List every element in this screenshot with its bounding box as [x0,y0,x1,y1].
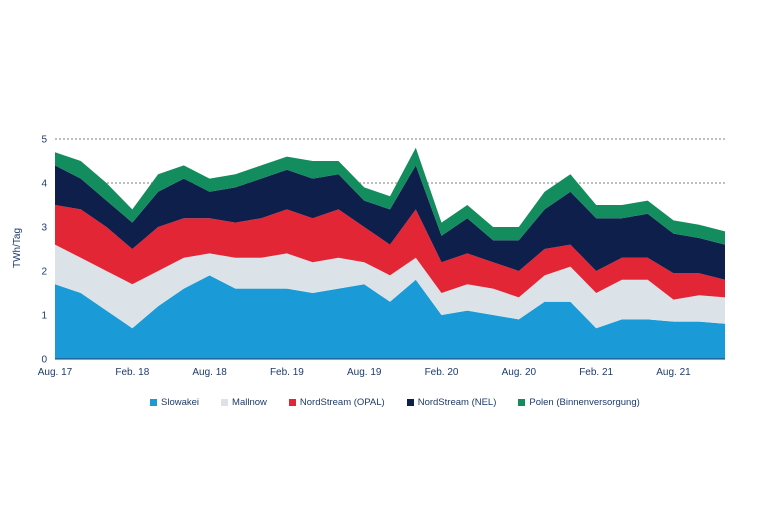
y-axis-label: TWh/Tag [12,228,23,268]
legend-label: Mallnow [232,397,267,408]
x-tick-label: Feb. 18 [115,367,149,378]
legend-label: Slowakei [161,397,200,408]
y-tick-labels: 0 1 2 3 4 5 [41,135,47,366]
y-tick-label: 2 [41,267,47,278]
legend-label: Polen (Binnenversorgung) [529,397,640,408]
legend-item: Slowakei [150,397,199,408]
legend-label: NordStream (NEL) [417,397,497,408]
legend-swatch [518,399,526,406]
x-tick-label: Feb. 20 [425,367,459,378]
legend-label: NordStream (OPAL) [299,397,385,408]
x-tick-label: Feb. 21 [579,367,613,378]
legend-swatch [221,399,229,406]
legend-item: Polen (Binnenversorgung) [518,397,640,408]
legend-swatch [288,399,296,406]
area-series-3 [55,165,725,280]
area-series-2 [55,205,725,300]
legend-item: NordStream (NEL) [406,397,497,408]
legend: Slowakei Mallnow NordStream (OPAL) NordStre… [150,397,640,408]
y-tick-label: 0 [41,355,47,366]
area-series-4 [55,147,725,245]
x-tick-label: Aug. 21 [656,367,691,378]
x-tick-label: Aug. 20 [502,367,537,378]
y-tick-label: 4 [41,179,47,190]
x-tick-label: Aug. 17 [38,367,73,378]
y-tick-label: 1 [41,311,47,322]
legend-swatch [150,399,157,406]
stacked-areas [55,147,725,359]
x-tick-labels: Aug. 17 Feb. 18 Aug. 18 Feb. 19 Aug. 19 Feb. … [38,367,691,378]
y-tick-label: 5 [41,135,47,146]
legend-swatch [406,399,414,406]
area-series-0 [55,275,725,359]
gridlines [55,138,725,184]
x-tick-label: Feb. 19 [270,367,304,378]
legend-item: NordStream (OPAL) [288,397,385,408]
legend-item: Mallnow [221,397,267,408]
x-tick-label: Aug. 18 [192,367,227,378]
area-series-1 [55,244,725,329]
y-tick-label: 3 [41,223,47,234]
x-tick-label: Aug. 19 [347,367,382,378]
